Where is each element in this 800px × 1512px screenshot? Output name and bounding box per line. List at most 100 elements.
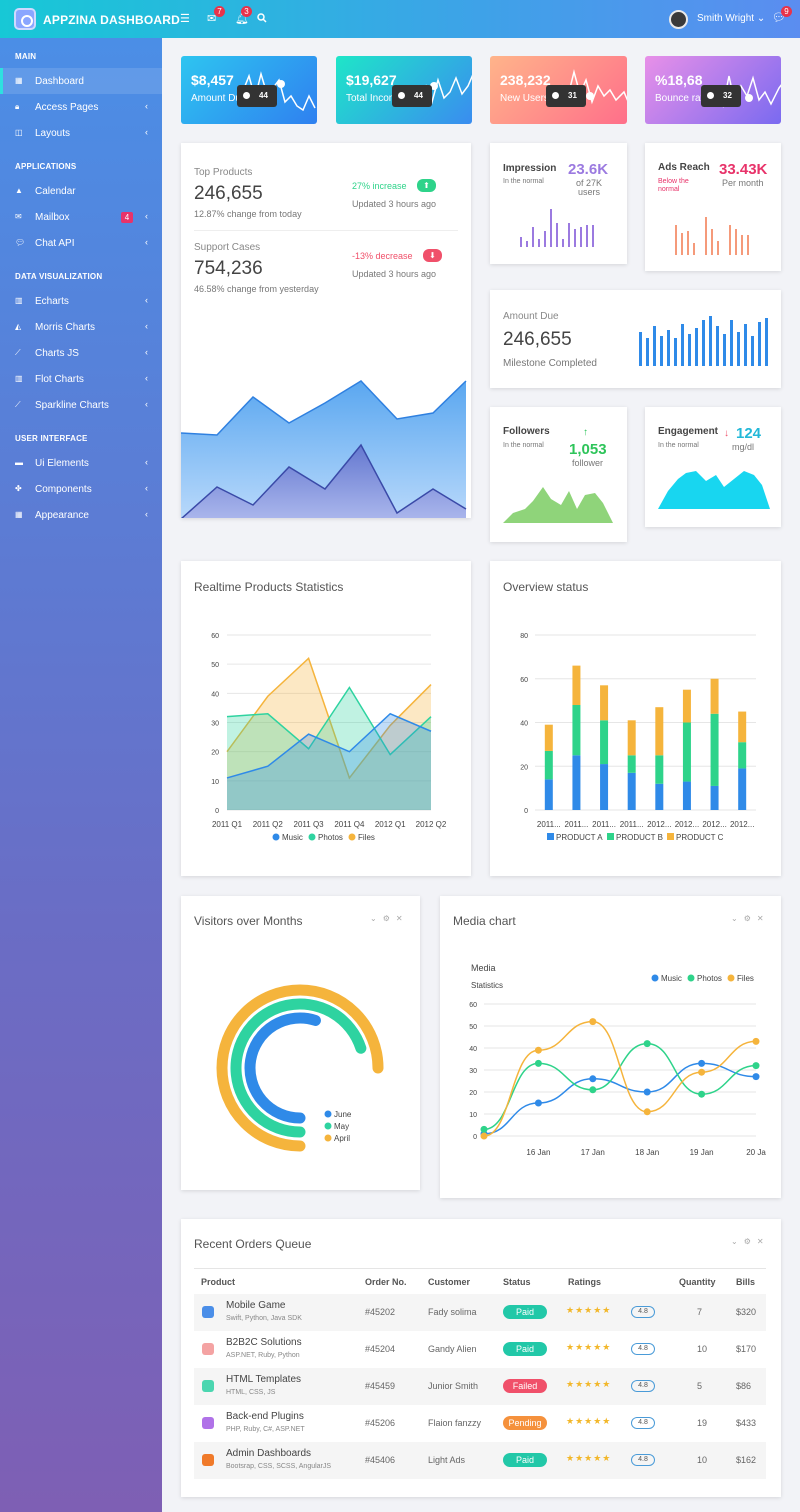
table-row[interactable]: Mobile Game Swift, Python, Java SDK #45202…	[194, 1294, 766, 1331]
x-tick-label: 17 Jan	[581, 1148, 605, 1157]
column-header-status[interactable]: Status	[503, 1277, 531, 1287]
close-icon[interactable]: ✕	[756, 1237, 770, 1246]
data-point	[752, 1037, 760, 1045]
legend-label: Music	[661, 974, 682, 983]
chevron-down-icon[interactable]: ⌄	[370, 914, 383, 923]
followers-sub: In the normal	[503, 442, 544, 449]
gear-icon[interactable]: ⚙	[743, 914, 757, 923]
legend-dot-icon	[308, 833, 316, 841]
quantity: 10	[697, 1344, 708, 1354]
sidebar-item-mailbox[interactable]: ✉ Mailbox 4 ‹	[0, 204, 162, 230]
overview-status-card: Overview status 0 20 40 60 80 2011... 2011... 2…	[490, 561, 781, 876]
table-row[interactable]: HTML Templates HTML, CSS, JS #45459 Junior …	[194, 1368, 766, 1405]
column-header-product[interactable]: Product	[201, 1277, 236, 1287]
sidebar-item-appearance[interactable]: ▦ Appearance ‹	[0, 502, 162, 528]
bar-product-b	[710, 713, 719, 786]
gear-icon[interactable]: ⚙	[743, 1237, 757, 1246]
column-header-quantity[interactable]: Quantity	[679, 1277, 716, 1287]
product-name: HTML Templates	[226, 1374, 302, 1385]
bill-amount: $162	[736, 1455, 757, 1465]
order-number: #45459	[365, 1381, 396, 1391]
amount-due-bars	[639, 316, 768, 366]
table-row[interactable]: Admin Dashboards Bootsrap, CSS, SCSS, Ang…	[194, 1442, 766, 1479]
table-row[interactable]: B2B2C Solutions ASP.NET, Ruby, Python #452…	[194, 1331, 766, 1368]
brand-title[interactable]: APPZINA DASHBOARD	[43, 13, 180, 27]
sidebar-item-label: Flot Charts	[35, 374, 84, 385]
sidebar-item-morris-charts[interactable]: ◭ Morris Charts ‹	[0, 314, 162, 340]
sidebar-item-echarts[interactable]: ▥ Echarts ‹	[0, 288, 162, 314]
x-tick-label: 2012...	[730, 820, 754, 829]
stat-card-bounce-rate[interactable]: %18,68 Bounce rate 32	[645, 56, 781, 124]
sidebar-item-components[interactable]: ✤ Components ‹	[0, 476, 162, 502]
stat-card-total-income[interactable]: $19,627 Total Income 44	[336, 56, 472, 124]
close-icon[interactable]: ✕	[756, 914, 770, 923]
gear-icon[interactable]: ⚙	[382, 914, 396, 923]
sidebar-item-label: Chat API	[35, 238, 75, 249]
sidebar-item-charts-js[interactable]: ⟋ Charts JS ‹	[0, 340, 162, 366]
stat-label: Amount Due	[191, 93, 247, 104]
column-header-customer[interactable]: Customer	[428, 1277, 471, 1287]
sidebar-item-sparkline-charts[interactable]: ⟋ Sparkline Charts ‹	[0, 392, 162, 418]
user-menu[interactable]: Smith Wright ⌄	[697, 13, 765, 24]
logo-icon[interactable]	[14, 8, 36, 30]
stat-value: %18,68	[655, 72, 703, 88]
bar-product-a	[682, 781, 691, 810]
y-tick-label: 50	[469, 1024, 477, 1031]
status-badge: Failed	[503, 1379, 547, 1393]
sidebar-item-access-pages[interactable]: 🔒︎ Access Pages ‹	[0, 94, 162, 120]
status-badge: Pending	[503, 1416, 547, 1430]
realtime-products-chart: 0 10 20 30 40 50 60 2011 Q1 2011 Q2 2011 Q3 2011 Q…	[211, 633, 447, 842]
bar-product-c	[544, 724, 553, 751]
arrow-down-icon: ⬇	[423, 249, 442, 262]
chevron-left-icon: ‹	[145, 295, 148, 305]
data-point	[643, 1040, 651, 1048]
table-row[interactable]: Back-end Plugins PHP, Ruby, C#, ASP.NET #4…	[194, 1405, 766, 1442]
legend-label: April	[334, 1134, 350, 1143]
stat-card-amount-due[interactable]: $8,457 Amount Due 44	[181, 56, 317, 124]
support-cases-value: 754,236	[194, 258, 263, 279]
series-area-files	[227, 658, 431, 810]
data-point	[534, 1046, 542, 1054]
chevron-down-icon[interactable]: ⌄	[731, 914, 744, 923]
stat-card-new-users[interactable]: 238,232 New Users 31	[490, 56, 627, 124]
column-header-order-no[interactable]: Order No.	[365, 1277, 407, 1287]
legend-label: Music	[282, 833, 303, 842]
sidebar-item-layouts[interactable]: ◫ Layouts ‹	[0, 120, 162, 146]
menu-toggle-icon[interactable]: ☰	[180, 13, 190, 25]
y-tick-label: 60	[211, 633, 219, 640]
support-cases-label: Support Cases	[194, 242, 261, 253]
search-icon[interactable]	[257, 13, 267, 23]
avatar[interactable]	[669, 10, 688, 29]
stat-tooltip: 32	[701, 85, 741, 107]
customer-name: Flaion fanzzy	[428, 1418, 482, 1428]
card-controls[interactable]: ⌄⚙✕	[370, 914, 409, 923]
card-controls[interactable]: ⌄⚙✕	[731, 914, 770, 923]
legend-label: PRODUCT B	[616, 833, 663, 842]
chevron-down-icon[interactable]: ⌄	[731, 1237, 744, 1246]
customer-name: Gandy Alien	[428, 1344, 477, 1354]
y-tick-label: 60	[520, 677, 528, 684]
media-chart-subtitle: Media	[471, 963, 496, 973]
legend-label: May	[334, 1122, 349, 1131]
y-tick-label: 20	[469, 1090, 477, 1097]
column-header-ratings[interactable]: Ratings	[568, 1277, 602, 1287]
x-tick-label: 2012 Q1	[375, 820, 406, 829]
column-header-bills[interactable]: Bills	[736, 1277, 756, 1287]
close-icon[interactable]: ✕	[395, 914, 409, 923]
sidebar-item-chat-api[interactable]: 💬︎ Chat API ‹	[0, 230, 162, 256]
status-badge: Paid	[503, 1342, 547, 1356]
quantity: 7	[697, 1307, 703, 1317]
mail-icon[interactable]: ✉	[207, 13, 217, 25]
x-tick-label: 2012 Q2	[416, 820, 447, 829]
sidebar-item-calendar[interactable]: ▲ Calendar	[0, 178, 162, 204]
data-point	[752, 1073, 760, 1081]
realtime-products-title: Realtime Products Statistics	[194, 580, 344, 594]
sidebar-item-ui-elements[interactable]: ▬ Ui Elements ‹	[0, 450, 162, 476]
chevron-left-icon: ‹	[145, 101, 148, 111]
sidebar-item-dashboard[interactable]: ▦ Dashboard	[0, 68, 162, 94]
data-point	[643, 1108, 651, 1116]
sidebar-item-flot-charts[interactable]: ▥ Flot Charts ‹	[0, 366, 162, 392]
y-tick-label: 30	[469, 1068, 477, 1075]
bar-product-c	[655, 707, 664, 756]
card-controls[interactable]: ⌄⚙✕	[731, 1237, 770, 1246]
